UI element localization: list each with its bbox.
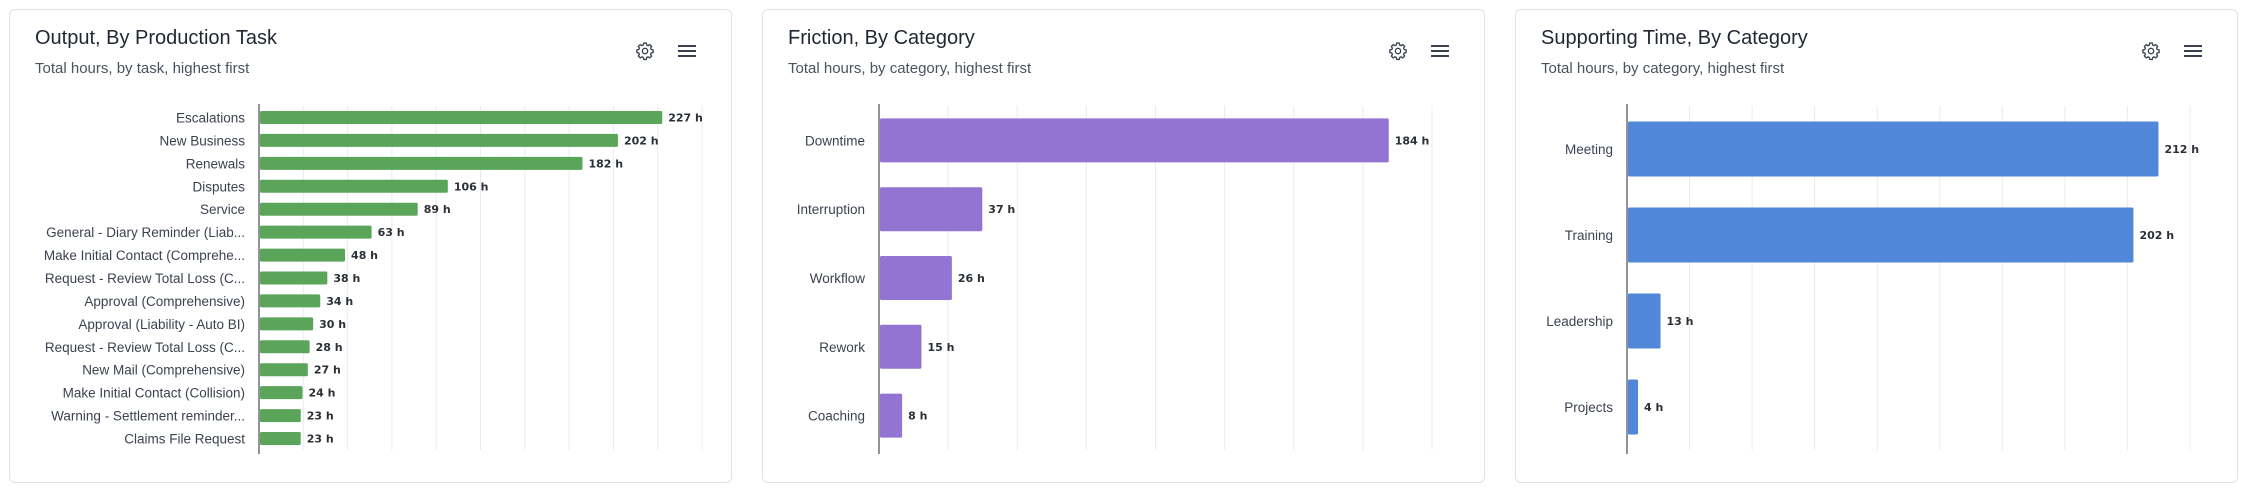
category-label: New Mail (Comprehensive) — [82, 363, 245, 378]
value-label: 38 h — [333, 272, 360, 285]
value-label: 184 h — [1395, 134, 1430, 147]
hamburger-menu-icon[interactable] — [674, 38, 700, 64]
value-label: 212 h — [2164, 143, 2199, 156]
value-label: 13 h — [1667, 315, 1694, 328]
category-label: Request - Review Total Loss (C... — [45, 271, 245, 286]
gear-icon[interactable] — [632, 38, 658, 64]
friction-bar-chart: Downtime 184 h Interruption 37 h Workflow 26 … — [797, 104, 1433, 454]
value-label: 30 h — [319, 318, 346, 331]
bar[interactable] — [260, 202, 418, 216]
category-label: New Business — [159, 133, 245, 148]
bar[interactable] — [260, 133, 618, 147]
value-label: 48 h — [351, 249, 378, 262]
category-label: Training — [1565, 228, 1613, 243]
gear-icon[interactable] — [1385, 38, 1411, 64]
bar[interactable] — [1628, 207, 2134, 263]
category-label: Request - Review Total Loss (C... — [45, 340, 245, 355]
value-label: 4 h — [1644, 401, 1663, 414]
bar[interactable] — [260, 294, 321, 308]
bar[interactable] — [260, 248, 346, 262]
category-label: Rework — [819, 340, 865, 355]
value-label: 202 h — [2139, 229, 2174, 242]
bar[interactable] — [880, 187, 983, 232]
value-label: 37 h — [988, 203, 1015, 216]
bar[interactable] — [880, 256, 952, 300]
friction-card: Friction, By Category Total hours, by ca… — [762, 9, 1485, 483]
value-label: 202 h — [624, 134, 659, 147]
bar[interactable] — [1628, 121, 2159, 177]
category-label: Renewals — [186, 156, 246, 171]
bar[interactable] — [1628, 379, 1639, 435]
bar[interactable] — [260, 340, 310, 354]
category-label: Make Initial Contact (Collision) — [63, 386, 245, 401]
value-label: 28 h — [316, 341, 343, 354]
output-card: Output, By Production Task Total hours, … — [9, 9, 732, 483]
value-label: 106 h — [454, 180, 489, 193]
category-label: Service — [200, 202, 245, 217]
category-label: Escalations — [176, 110, 245, 125]
value-label: 34 h — [326, 295, 353, 308]
value-label: 89 h — [424, 203, 451, 216]
card-subtitle: Total hours, by category, highest first — [788, 60, 1032, 77]
card-subtitle: Total hours, by task, highest first — [35, 60, 250, 77]
value-label: 227 h — [668, 111, 703, 124]
value-label: 27 h — [314, 364, 341, 377]
category-label: Make Initial Contact (Comprehe... — [44, 248, 245, 263]
output-bar-chart: Escalations 227 h New Business 202 h Renewal… — [44, 104, 703, 454]
bar[interactable] — [260, 225, 372, 239]
category-label: Coaching — [808, 409, 865, 424]
bar[interactable] — [260, 271, 328, 285]
category-label: Warning - Settlement reminder... — [51, 409, 245, 424]
value-label: 15 h — [927, 341, 954, 354]
hamburger-menu-icon[interactable] — [1427, 38, 1453, 64]
value-label: 63 h — [378, 226, 405, 239]
bar[interactable] — [880, 324, 922, 369]
bar[interactable] — [260, 386, 303, 400]
card-title: Friction, By Category — [788, 27, 975, 49]
bar[interactable] — [260, 432, 301, 446]
bar[interactable] — [1628, 293, 1661, 349]
value-label: 8 h — [908, 410, 927, 423]
card-subtitle: Total hours, by category, highest first — [1541, 60, 1785, 77]
bar[interactable] — [260, 363, 308, 377]
value-label: 24 h — [309, 387, 336, 400]
value-label: 23 h — [307, 433, 334, 446]
bar[interactable] — [260, 409, 301, 423]
gear-icon[interactable] — [2138, 38, 2164, 64]
value-label: 182 h — [589, 157, 624, 170]
category-label: Approval (Comprehensive) — [84, 294, 245, 309]
category-label: Downtime — [805, 133, 865, 148]
bar[interactable] — [880, 393, 903, 438]
category-label: General - Diary Reminder (Liab... — [46, 225, 245, 240]
bar[interactable] — [260, 110, 663, 124]
bar[interactable] — [260, 179, 448, 193]
card-title: Output, By Production Task — [35, 27, 277, 49]
category-label: Leadership — [1546, 314, 1613, 329]
value-label: 23 h — [307, 410, 334, 423]
bar[interactable] — [260, 317, 314, 331]
supporting-time-bar-chart: Meeting 212 h Training 202 h Leadership 13 h P… — [1546, 104, 2199, 454]
hamburger-menu-icon[interactable] — [2180, 38, 2206, 64]
bar[interactable] — [880, 118, 1389, 163]
category-label: Approval (Liability - Auto BI) — [78, 317, 245, 332]
category-label: Meeting — [1565, 142, 1613, 157]
category-label: Interruption — [797, 202, 865, 217]
category-label: Workflow — [810, 271, 866, 286]
card-title: Supporting Time, By Category — [1541, 27, 1808, 49]
category-label: Disputes — [192, 179, 245, 194]
supporting-time-card: Supporting Time, By Category Total hours… — [1515, 9, 2238, 483]
category-label: Claims File Request — [124, 432, 245, 447]
bar[interactable] — [260, 156, 583, 170]
category-label: Projects — [1564, 400, 1613, 415]
value-label: 26 h — [958, 272, 985, 285]
